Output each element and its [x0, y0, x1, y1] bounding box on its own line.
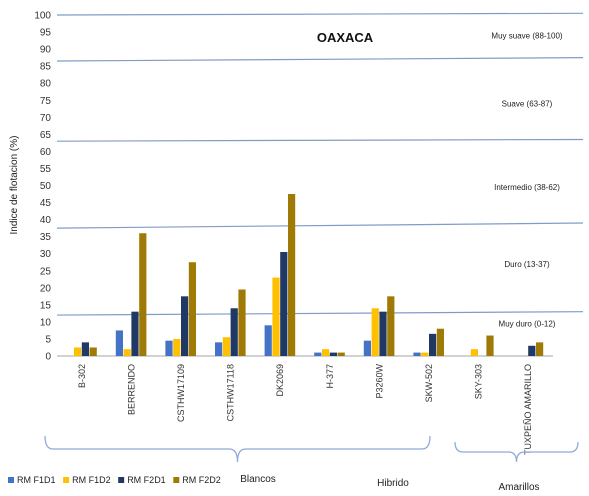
y-tick-label: 65	[40, 130, 52, 141]
legend-swatch	[63, 477, 70, 483]
bar	[536, 342, 544, 356]
threshold-line	[56, 222, 584, 229]
legend-swatch	[118, 477, 125, 483]
category-label: CSTHW17118	[226, 364, 236, 421]
bar	[288, 194, 296, 356]
y-tick-label: 60	[40, 147, 52, 158]
band-labels: Muy suave (88-100) Suave (63-87) Intermedi…	[491, 31, 562, 328]
bar	[421, 352, 429, 356]
bar	[280, 251, 288, 356]
y-tick-label: 0	[45, 352, 51, 363]
bar	[238, 289, 246, 356]
band-label: Suave (63-87)	[502, 100, 553, 109]
bar	[436, 328, 444, 356]
band-label: Intermedio (38-62)	[494, 183, 560, 192]
y-tick-label: 90	[40, 45, 52, 56]
y-tick-label: 40	[40, 215, 52, 226]
bar	[528, 345, 536, 356]
bar	[173, 338, 181, 356]
bar	[222, 337, 230, 356]
y-tick-label: 70	[40, 113, 52, 124]
bar	[230, 308, 238, 356]
y-tick-label: 10	[40, 317, 52, 328]
y-tick-label: 55	[40, 164, 52, 175]
bar	[215, 342, 223, 356]
legend: RM F1D1 RM F1D2 RM F2D1 RM F2D2	[8, 475, 221, 485]
bar	[264, 325, 272, 356]
bar	[314, 352, 322, 356]
category-label: B-302	[77, 364, 87, 388]
bar	[115, 330, 123, 356]
bar	[371, 308, 379, 356]
category-label: DK2069	[275, 364, 285, 397]
category-label: SKY-303	[474, 364, 484, 399]
y-tick-label: 20	[40, 283, 52, 294]
group-braces	[44, 435, 579, 463]
y-tick-label: 45	[40, 198, 52, 209]
category-label: CSTHW17109	[176, 364, 186, 422]
bar	[429, 333, 437, 356]
chart-title: OAXACA	[317, 30, 374, 45]
bar	[181, 296, 189, 356]
bar	[74, 347, 82, 356]
group-label-amarillos: Amarillos	[498, 482, 539, 493]
bar	[329, 352, 337, 356]
bars	[74, 194, 544, 356]
threshold-line	[56, 138, 584, 142]
category-label: SKW-502	[424, 364, 434, 402]
legend-label: RM F2D1	[127, 475, 166, 485]
category-label: TUXPEÑO AMARILLO	[523, 364, 533, 455]
group-label-hibrido: Hibrido	[377, 478, 409, 489]
band-label: Muy suave (88-100)	[491, 31, 562, 40]
y-tick-label: 30	[40, 249, 52, 260]
band-label: Duro (13-37)	[504, 260, 550, 269]
bar	[188, 262, 196, 356]
y-tick-label: 85	[40, 62, 52, 73]
y-axis-title: Indice de flotacion (%)	[9, 136, 20, 235]
bar	[379, 311, 387, 356]
category-label: BERRENDO	[126, 364, 136, 415]
threshold-lines	[56, 12, 584, 316]
y-tick-label: 80	[40, 79, 52, 90]
legend-label: RM F1D2	[72, 475, 111, 485]
bar	[387, 296, 395, 356]
y-tick-label: 100	[34, 11, 51, 22]
bar	[363, 340, 371, 356]
bar	[272, 277, 280, 356]
bar	[470, 349, 478, 356]
bar	[165, 340, 173, 356]
bar	[413, 352, 421, 356]
bar	[486, 335, 494, 356]
category-label: H-377	[325, 364, 335, 389]
y-tick-label: 25	[40, 266, 52, 277]
category-label: P3260W	[374, 364, 384, 399]
bar	[322, 349, 330, 356]
group-label-blancos: Blancos	[240, 474, 276, 485]
bar	[89, 347, 97, 356]
bar	[131, 311, 139, 356]
band-label: Muy duro (0-12)	[499, 320, 556, 329]
bar	[123, 349, 131, 356]
y-tick-label: 15	[40, 300, 52, 311]
y-tick-label: 75	[40, 96, 52, 107]
y-tick-label: 95	[40, 28, 52, 39]
x-axis-categories: B-302 BERRENDO CSTHW17109 CSTHW17118 DK2069 H…	[77, 364, 533, 456]
brace-amarillos	[454, 441, 579, 463]
legend-swatch	[173, 477, 180, 483]
bar	[139, 233, 147, 356]
bar	[81, 342, 89, 356]
y-tick-label: 5	[45, 334, 51, 345]
legend-label: RM F2D2	[182, 475, 221, 485]
y-tick-label: 50	[40, 181, 52, 192]
brace-blancos-hibrido	[44, 435, 431, 463]
y-tick-label: 35	[40, 232, 52, 243]
legend-label: RM F1D1	[17, 475, 56, 485]
bar	[337, 352, 345, 356]
threshold-line	[56, 12, 584, 16]
threshold-line	[56, 57, 584, 62]
legend-swatch	[8, 477, 14, 483]
